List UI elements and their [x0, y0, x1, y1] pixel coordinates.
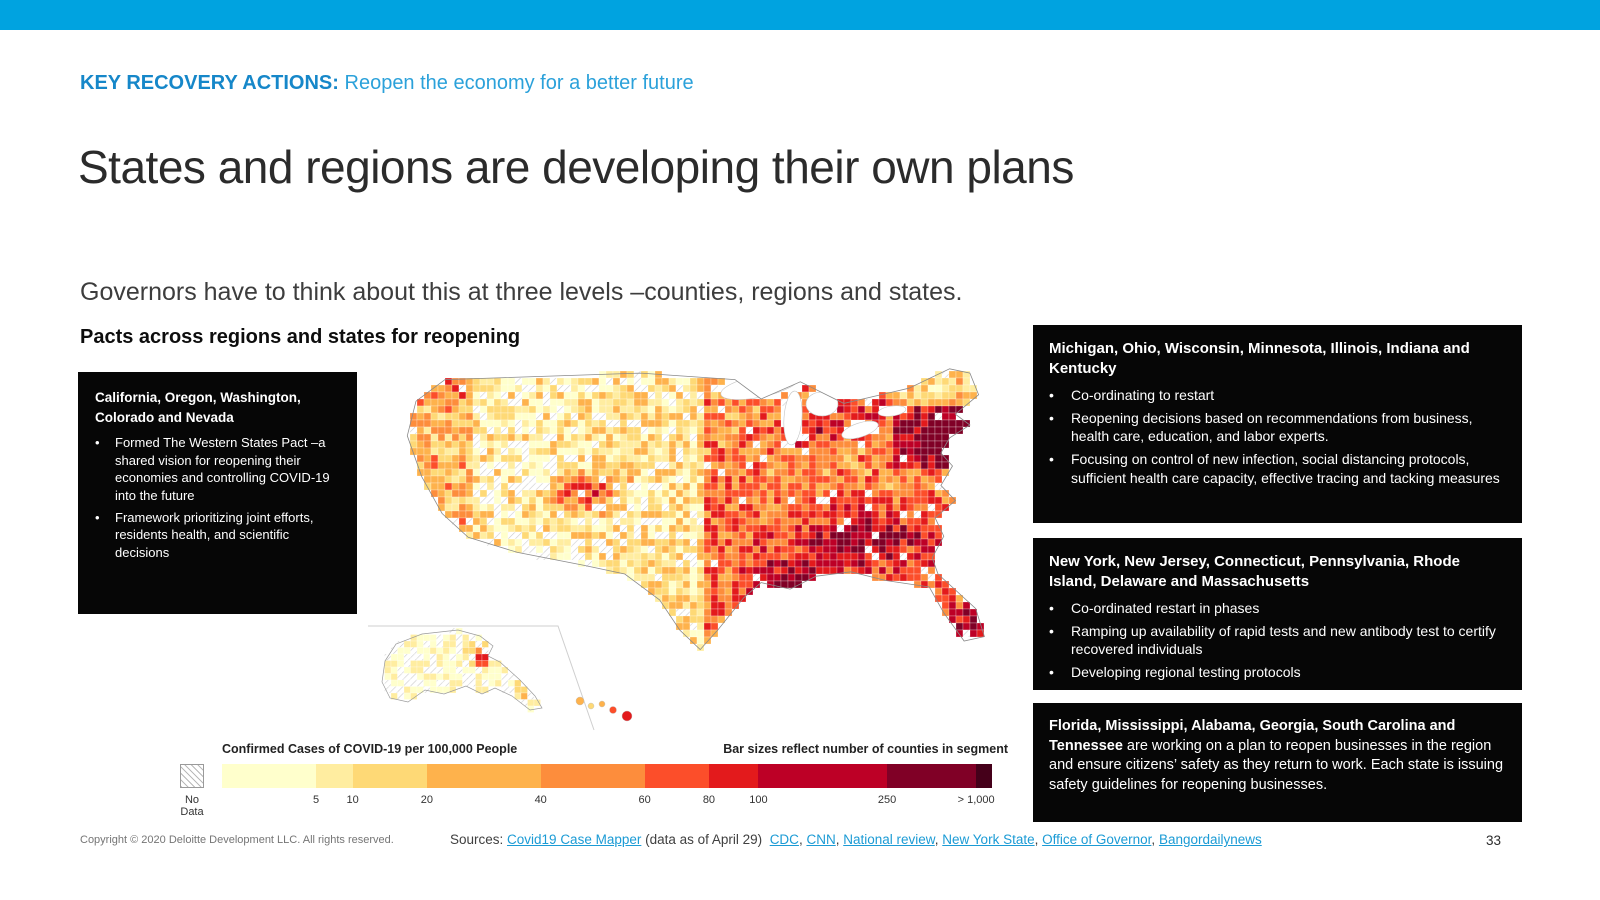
legend-bar-wrap: 5 10 20 40 60 80 100 250 > 1,000 [222, 764, 995, 810]
legend-tick-label: 20 [420, 794, 433, 806]
bullet-text: Formed The Western States Pact –a shared… [115, 435, 330, 504]
bullet-marker: • [1049, 386, 1054, 403]
bullet-text: Developing regional testing protocols [1071, 664, 1301, 681]
legend-title: Confirmed Cases of COVID-19 per 100,000 … [222, 742, 518, 756]
pact-bullet: • Co-ordinating to restart [1049, 386, 1506, 405]
legend-body: No Data 5 10 20 40 60 80 100 250 > 1,000 [172, 764, 1008, 818]
subtitle: Governors have to think about this at th… [80, 278, 963, 306]
legend-color-segment [222, 764, 317, 788]
source-link[interactable]: National review [843, 832, 935, 847]
pact-box-text: are working on a plan to reopen business… [1049, 737, 1504, 794]
us-map-svg [368, 368, 985, 731]
bullet-marker: • [1049, 409, 1054, 426]
pact-bullet: • Focusing on control of new infection, s… [1049, 450, 1506, 488]
source-separator: , [934, 832, 943, 847]
legend-tick-label: 80 [702, 794, 716, 806]
bullet-marker: • [95, 509, 100, 525]
legend-color-segment [758, 764, 888, 788]
legend-color-segment [976, 764, 992, 788]
right-pact-box-southeast: Florida, Mississippi, Alabama, Georgia, … [1033, 703, 1522, 822]
legend-tick-label: 60 [638, 794, 651, 806]
no-data-hatch-swatch [180, 764, 204, 788]
copyright-text: Copyright © 2020 Deloitte Development LL… [80, 834, 394, 846]
us-outline [406, 368, 985, 651]
source-separator: , [1034, 832, 1043, 847]
bullet-text: Focusing on control of new infection, so… [1071, 451, 1500, 486]
legend-note: Bar sizes reflect number of counties in … [723, 742, 1008, 756]
eyebrow-rest: Reopen the economy for a better future [344, 72, 694, 94]
bullet-marker: • [1049, 451, 1054, 468]
pact-bullet: • Co-ordinated restart in phases [1049, 599, 1506, 618]
legend-tick-label: 40 [534, 794, 547, 806]
bullet-marker: • [1049, 599, 1054, 616]
pact-bullet: • Formed The Western States Pact –a shar… [95, 434, 340, 505]
source-link-case-mapper[interactable]: Covid19 Case Mapper [507, 832, 642, 847]
legend-color-segment [708, 764, 759, 788]
pact-box-title: Michigan, Ohio, Wisconsin, Minnesota, Il… [1049, 340, 1470, 377]
page-number: 33 [1486, 833, 1502, 848]
map-section-heading: Pacts across regions and states for reop… [80, 326, 521, 348]
page-title: States and regions are developing their … [78, 141, 1074, 193]
bullet-text: Reopening decisions based on recommendat… [1071, 409, 1473, 445]
bullet-text: Co-ordinating to restart [1071, 386, 1215, 403]
map-legend: Confirmed Cases of COVID-19 per 100,000 … [172, 742, 1008, 818]
source-separator: , [835, 832, 844, 847]
source-link[interactable]: CNN [806, 832, 836, 847]
pact-bullet: • Developing regional testing protocols [1049, 663, 1506, 682]
source-link[interactable]: CDC [769, 832, 799, 847]
right-pact-box-midwest: Michigan, Ohio, Wisconsin, Minnesota, Il… [1033, 325, 1522, 523]
hawaii-islands [575, 696, 633, 722]
legend-color-segment [644, 764, 709, 788]
legend-tick-label: > 1,000 [957, 794, 995, 806]
us-county-choropleth-map [330, 356, 1030, 731]
legend-tick-label: 10 [346, 794, 359, 806]
source-link[interactable]: Bangordailynews [1158, 832, 1262, 847]
sources-date-note: (data as of April 29) [641, 832, 770, 847]
eyebrow-bold: KEY RECOVERY ACTIONS: [80, 72, 339, 94]
source-link[interactable]: Office of Governor [1042, 832, 1152, 847]
legend-color-bar [222, 764, 992, 788]
legend-no-data: No Data [172, 764, 212, 818]
eyebrow: KEY RECOVERY ACTIONS: Reopen the economy… [80, 72, 694, 95]
no-data-label: No Data [180, 794, 204, 818]
legend-color-segment [352, 764, 427, 788]
legend-color-segment [316, 764, 353, 788]
legend-color-segment [540, 764, 645, 788]
left-pact-box-western-states: California, Oregon, Washington, Colorado… [78, 372, 357, 614]
alaska-outline [381, 629, 543, 711]
bullet-text: Framework prioritizing joint efforts, re… [115, 509, 314, 561]
bullet-marker: • [1049, 622, 1054, 639]
right-pact-box-northeast: New York, New Jersey, Connecticut, Penns… [1033, 538, 1522, 690]
legend-tick-label: 250 [877, 794, 897, 806]
bullet-marker: • [95, 435, 100, 451]
pact-box-title: California, Oregon, Washington, Colorado… [95, 390, 301, 425]
top-accent-bar [0, 0, 1600, 30]
pact-bullet: • Framework prioritizing joint efforts, … [95, 509, 340, 562]
inset-divider-line [368, 625, 595, 731]
source-separator: , [1151, 832, 1159, 847]
bullet-marker: • [1049, 664, 1054, 681]
sources-label: Sources: [450, 832, 508, 847]
source-link[interactable]: New York State [942, 832, 1035, 847]
sources-line: Sources: Covid19 Case Mapper (data as of… [450, 832, 1262, 847]
legend-tick-label: 5 [312, 794, 320, 806]
pact-bullet: • Ramping up availability of rapid tests … [1049, 622, 1506, 660]
pact-bullet: • Reopening decisions based on recommenda… [1049, 409, 1506, 447]
pact-box-title: Florida, Mississippi, Alabama, Georgia, … [1049, 718, 1456, 754]
legend-color-segment [426, 764, 541, 788]
bullet-text: Ramping up availability of rapid tests a… [1071, 622, 1496, 658]
bullet-text: Co-ordinated restart in phases [1071, 599, 1260, 616]
legend-tick-label: 100 [749, 794, 768, 806]
legend-color-segment [887, 764, 977, 788]
source-separator: , [798, 832, 807, 847]
pact-box-title: New York, New Jersey, Connecticut, Penns… [1049, 553, 1460, 590]
legend-header: Confirmed Cases of COVID-19 per 100,000 … [172, 742, 1008, 756]
